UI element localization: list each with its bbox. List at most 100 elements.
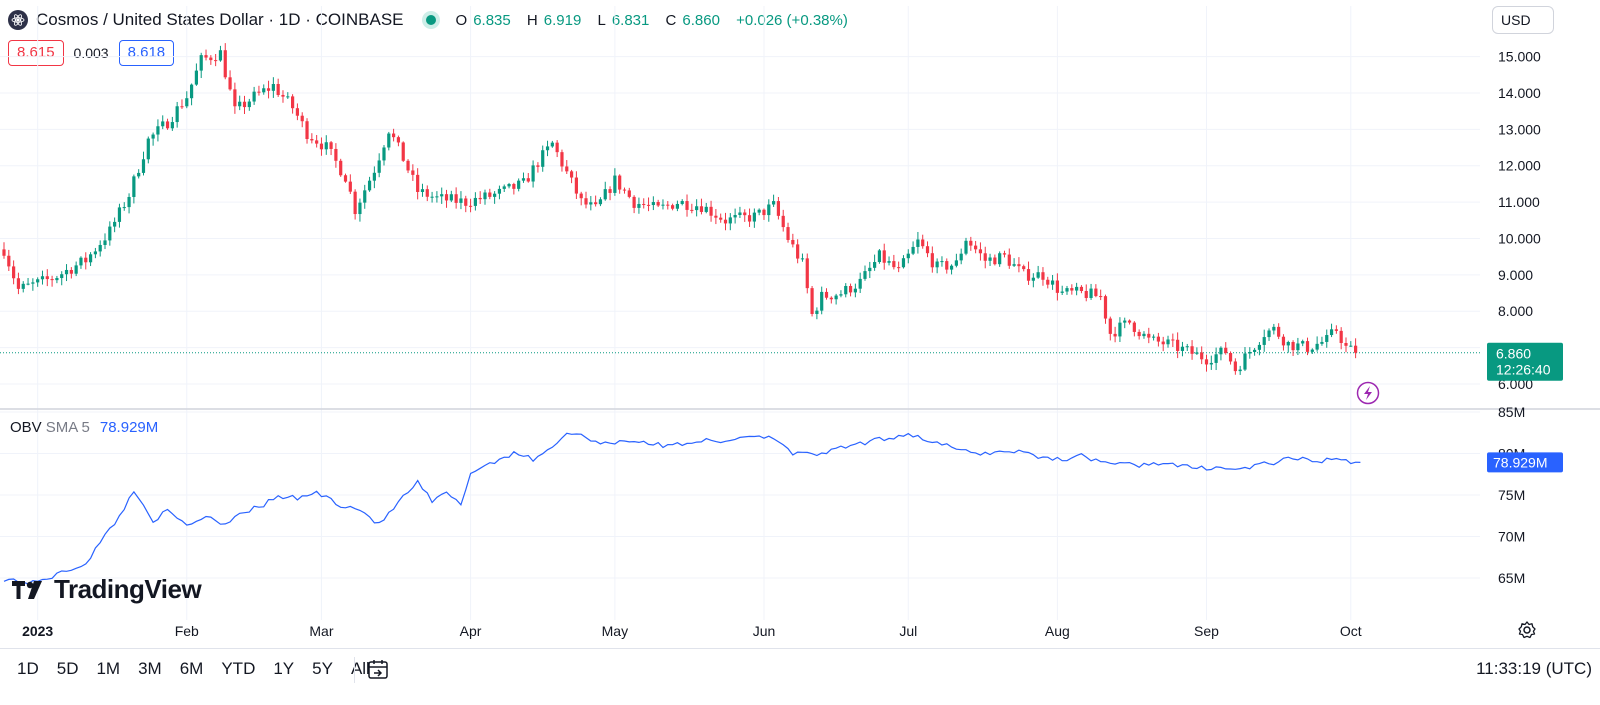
go-to-date-calendar-icon[interactable] [366,658,390,687]
candle-body [848,285,853,293]
candle-body [940,261,944,263]
candle [98,240,102,257]
candle-body [733,215,737,218]
candle-body [214,60,218,62]
candle [1262,329,1266,352]
candle-body [1142,333,1146,337]
candle-body [690,209,694,211]
currency-select[interactable]: USD [1492,6,1554,34]
candle [1190,340,1194,360]
range-3m[interactable]: 3M [138,659,162,678]
candle-body [459,198,463,203]
candle [512,182,516,195]
market-status-dot[interactable] [425,15,436,25]
candle [26,277,30,286]
candle [757,208,761,216]
candle-body [930,253,934,268]
candle-body [815,310,819,314]
high-key: H [526,11,538,29]
candle-body [435,196,439,198]
time-tick-label: Apr [460,623,482,639]
candle-body [983,253,987,261]
candle [853,283,857,298]
candle-body [98,244,102,252]
candle [848,283,853,297]
candle-body [291,96,295,109]
candle [752,208,756,228]
candle-body [569,171,574,178]
candle [358,198,362,222]
candle-body [521,178,526,181]
candle [897,261,901,273]
candle [998,251,1002,267]
candle [440,187,444,204]
candle-body [266,88,271,91]
candle-body [541,150,545,167]
obv-legend[interactable]: OBV SMA 5 78.929M [10,419,158,436]
candle-body [1354,345,1358,353]
range-5d[interactable]: 5D [56,659,79,678]
candle-body [791,239,795,245]
candle [262,84,266,95]
candle [1253,347,1257,356]
candle [165,118,170,130]
candle-body [1123,320,1127,323]
candle-body [786,227,790,240]
candle [1075,282,1079,296]
range-ytd[interactable]: YTD [221,659,256,678]
candle [223,43,227,80]
range-1d[interactable]: 1D [17,659,39,678]
candle [1349,341,1353,347]
candle [1219,346,1223,361]
candle-body [117,207,122,222]
lightning-icon[interactable] [1356,381,1380,405]
candle-body [993,257,997,265]
symbol-title[interactable]: Cosmos / United States Dollar · 1D · COI… [36,10,404,29]
range-1m[interactable]: 1M [96,659,121,678]
candle [1315,336,1319,352]
candle [892,254,896,270]
range-1y[interactable]: 1Y [273,659,295,678]
candle-body [526,178,530,182]
candle-body [1161,341,1165,345]
utc-clock[interactable]: 11:33:19 (UTC) [1476,659,1592,678]
candle [536,162,540,173]
candle-body [1022,266,1026,270]
chart-canvas[interactable]: 6.0007.0008.0009.00010.00011.00012.00013… [0,0,1600,648]
candle-body [483,192,487,200]
candle-body [305,121,309,140]
candle-body [189,84,194,99]
candle-body [757,209,761,213]
candle-body [719,217,723,220]
candle [1286,340,1290,353]
candle [84,252,88,270]
candle [810,285,814,317]
candle-body [430,196,434,198]
candle [800,253,805,262]
close-value: 6.860 [682,11,720,29]
candle-body [367,180,372,191]
candle [1070,284,1074,295]
candle [1156,332,1160,347]
candle-body [695,206,699,211]
candle [194,63,198,86]
candle [579,191,583,206]
range-6m[interactable]: 6M [179,659,204,678]
axes: 6.0007.0008.0009.00010.00011.00012.00013… [22,49,1563,639]
candle [738,206,742,218]
candle-body [949,265,954,270]
candle [618,174,622,194]
time-tick-label: Sep [1194,623,1219,639]
settings-gear-icon[interactable] [1516,619,1538,646]
range-all[interactable]: All [350,659,370,678]
candle [959,248,963,265]
candle [1050,274,1055,290]
bottom-toolbar: 1D 5D 1M 3M 6M YTD 1Y 5Y All 11:33:19 (U… [0,648,1600,694]
range-5y[interactable]: 5Y [312,659,333,678]
candle [560,149,564,172]
candle [670,203,675,211]
candle [185,91,189,109]
candle-body [440,194,444,197]
tradingview-logo[interactable]: TradingView [12,574,202,605]
